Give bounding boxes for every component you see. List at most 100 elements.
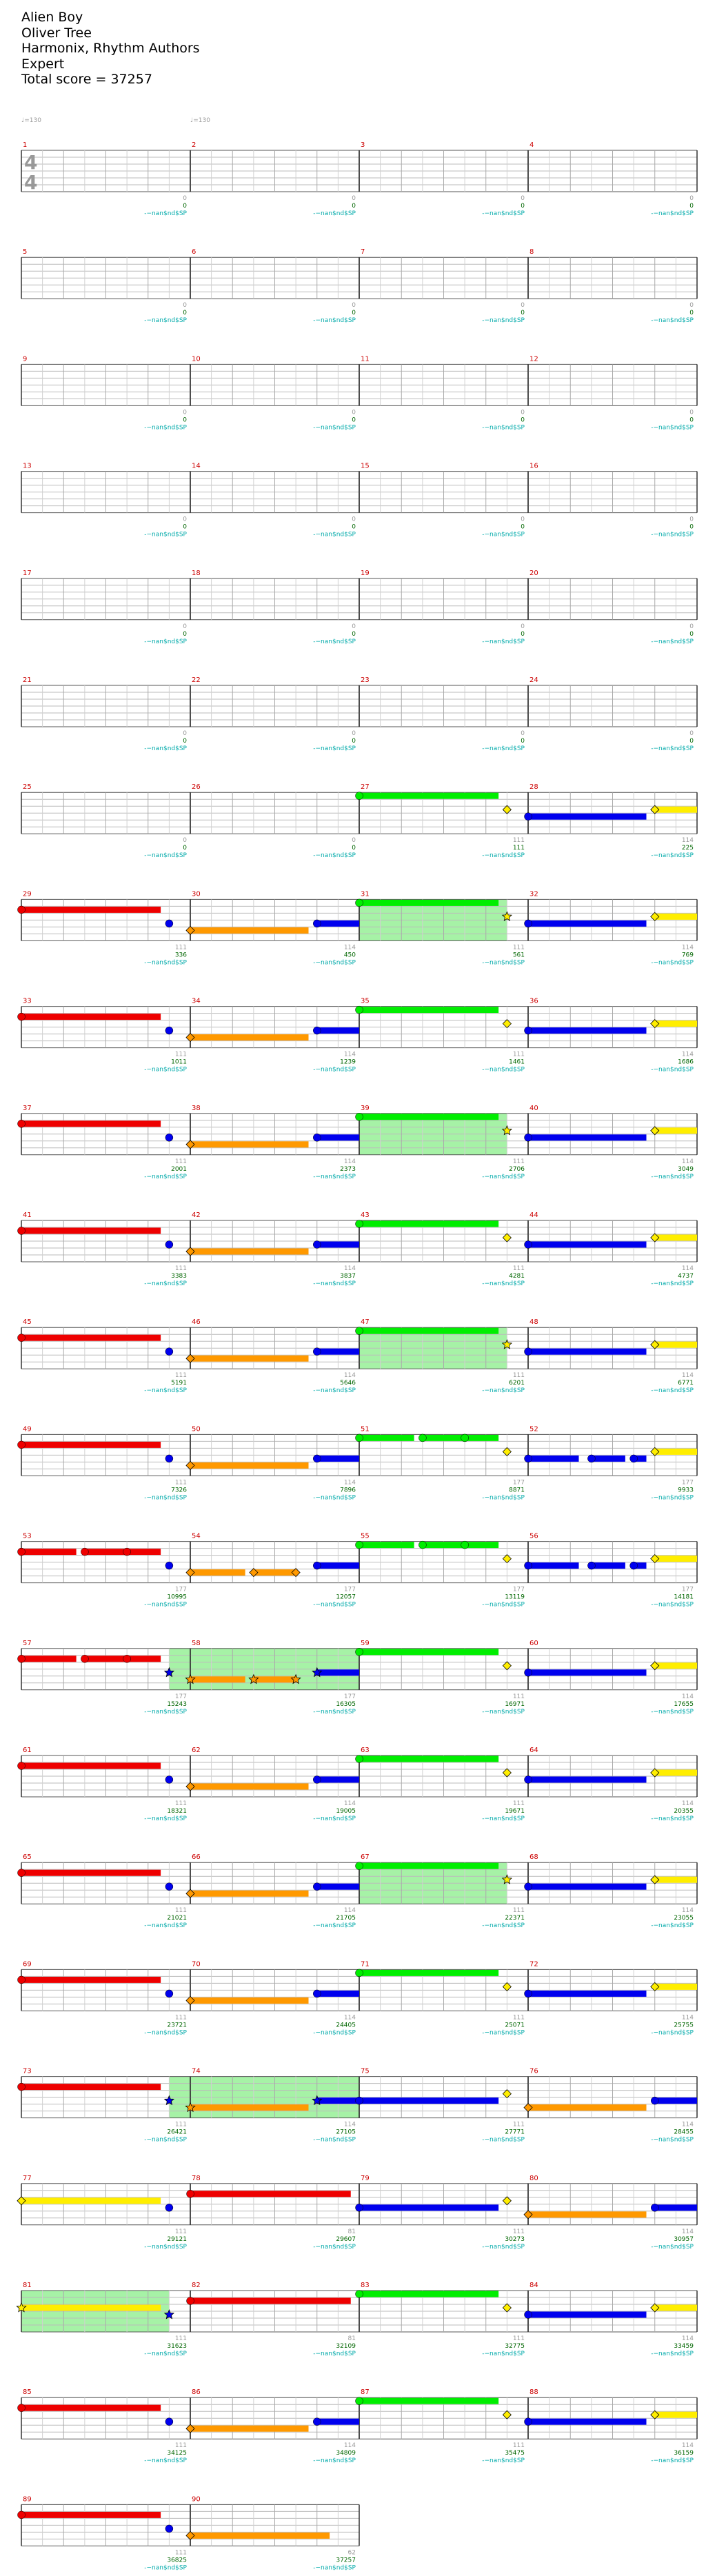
sustain-tail [359,899,499,906]
note [355,1005,363,1014]
measure-label: -−nan$nd$SP [482,1922,525,1929]
measure-streak: 177 [344,1587,356,1593]
measure-number: 81 [23,2282,32,2289]
star-note [163,2308,174,2320]
note [355,2290,363,2298]
song-difficulty: Expert [21,56,65,72]
sustain-tail [528,2418,647,2425]
measure-number: 36 [530,998,538,1005]
note [165,919,174,928]
note [524,1134,532,1142]
hopo-note [502,1447,512,1456]
measure-number: 26 [192,783,201,791]
measure-score: 1011 [171,1059,187,1066]
measure-label: -−nan$nd$SP [144,210,187,217]
measure-label: -−nan$nd$SP [144,852,187,859]
hopo-note [650,2410,660,2419]
note [524,1347,532,1356]
measure-label: -−nan$nd$SP [313,210,356,217]
sustain-tail [528,1455,579,1462]
measure-label: -−nan$nd$SP [651,1387,694,1394]
note [355,1220,363,1228]
measure-number: 52 [530,1425,538,1433]
measure-streak: 0 [689,195,694,202]
note [186,2297,194,2305]
measure-label: -−nan$nd$SP [144,745,187,752]
sustain-tail [528,2104,647,2111]
note [524,1989,532,1998]
star-note [501,1125,512,1136]
star-note [290,1673,301,1684]
sustain-tail [465,1434,499,1441]
star-note [248,1673,259,1684]
sustain-tail [528,2211,647,2218]
measure-score: 3049 [678,1166,694,1173]
sustain-tail [316,2418,359,2425]
measure-streak: 0 [352,837,356,844]
star-note [163,2095,174,2106]
measure-number: 50 [192,1425,201,1433]
note [418,1433,427,1442]
note [165,1454,174,1463]
measure-score: 26421 [167,2129,187,2136]
measure-label: -−nan$nd$SP [313,2564,356,2571]
song-header: Alien Boy Oliver Tree Harmonix, Rhythm A… [21,10,200,88]
measure-number: 20 [530,570,538,577]
measure-label: -−nan$nd$SP [651,1815,694,1822]
measure-score: 14181 [674,1594,694,1601]
hopo-note [502,1554,512,1564]
measure-label: -−nan$nd$SP [482,2457,525,2464]
measure-number: 49 [23,1425,32,1433]
measure: 300-−nan$nd$SP [359,141,529,217]
measure-streak: 111 [513,2228,525,2235]
measure-label: -−nan$nd$SP [144,1922,187,1929]
measure-streak: 111 [175,1372,187,1379]
measure: 100-−nan$nd$SP [21,141,191,217]
sustain-tail [190,2532,330,2539]
measure-score: 0 [183,631,187,638]
sustain-tail [359,1969,499,1976]
measure-label: -−nan$nd$SP [313,2029,356,2036]
measure-score: 20355 [674,1808,694,1815]
note [17,2404,26,2412]
measure-number: 8 [530,248,534,256]
sustain-tail [316,1562,359,1569]
measure-number: 53 [23,1533,32,1540]
hopo-note [17,2196,26,2206]
hopo-note [650,1875,660,1884]
sustain-tail [634,1455,647,1462]
measure-number: 12 [530,355,538,363]
sustain-tail [84,1549,128,1556]
tempo-marker: ♩=130 [21,117,41,124]
star-note [501,1874,512,1884]
measure-number: 13 [23,463,32,470]
note [524,1454,532,1463]
measure-score: 31623 [167,2343,187,2350]
note [165,2204,174,2212]
hopo-note [185,1140,195,1149]
measure-streak: 0 [689,302,694,309]
song-title: Alien Boy [21,10,83,25]
sustain-tail [253,1676,296,1683]
note [165,1026,174,1035]
measure-score: 36825 [167,2557,187,2564]
measure-number: 29 [23,890,32,898]
sustain-tail [528,920,647,927]
measure-number: 47 [361,1318,370,1326]
sustain-tail [359,1649,499,1656]
measure-number: 18 [192,570,201,577]
sustain-tail [359,2204,499,2211]
measure-streak: 0 [183,302,187,309]
hopo-note [185,1568,195,1578]
